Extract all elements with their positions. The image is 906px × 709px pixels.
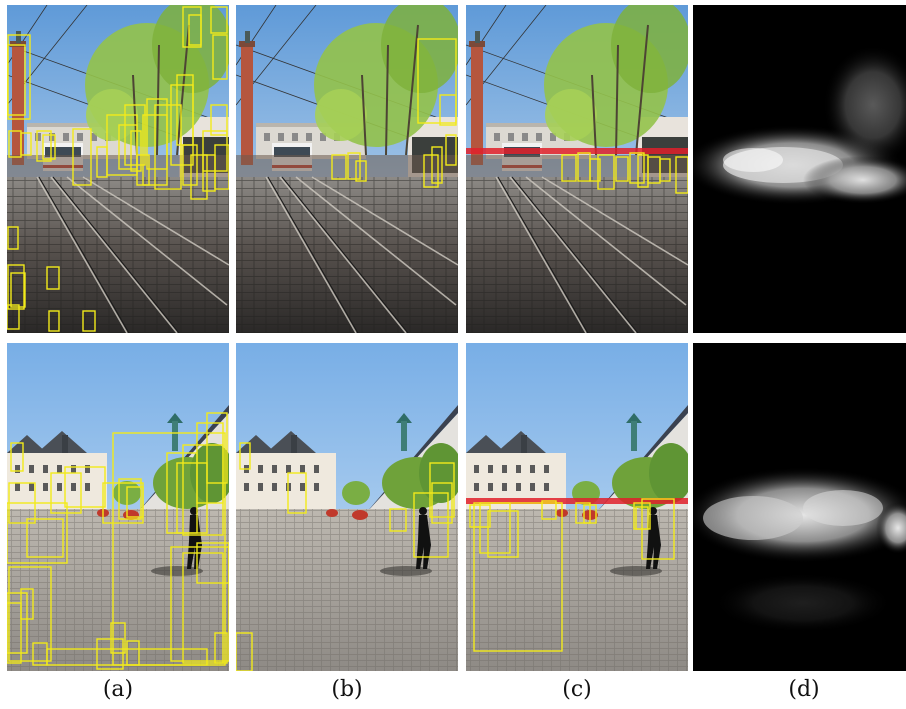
photo-b-bottom <box>236 343 458 671</box>
proposal-boxes-horizon-bottom <box>466 343 688 671</box>
caption-a: (a) <box>102 677 134 702</box>
horizon-heatmap-top <box>693 5 906 333</box>
proposal-boxes-dense-bottom <box>7 343 229 671</box>
proposal-boxes-dense-top <box>7 5 229 333</box>
proposal-boxes-horizon-top <box>466 5 688 333</box>
caption-c: (c) <box>562 677 592 702</box>
photo-a-bottom <box>7 343 229 671</box>
heatmap-d-top <box>693 5 906 333</box>
heatmap-d-bottom <box>693 343 906 671</box>
photo-c-bottom <box>466 343 688 671</box>
horizon-line <box>466 498 688 504</box>
proposal-boxes-filtered-bottom <box>236 343 458 671</box>
photo-c-top <box>466 5 688 333</box>
caption-d: (d) <box>788 677 820 702</box>
horizon-line <box>466 148 688 154</box>
photo-b-top <box>236 5 458 333</box>
horizon-heatmap-bottom <box>693 343 906 671</box>
proposal-boxes-filtered-top <box>236 5 458 333</box>
photo-a-top <box>7 5 229 333</box>
caption-b: (b) <box>331 677 363 702</box>
